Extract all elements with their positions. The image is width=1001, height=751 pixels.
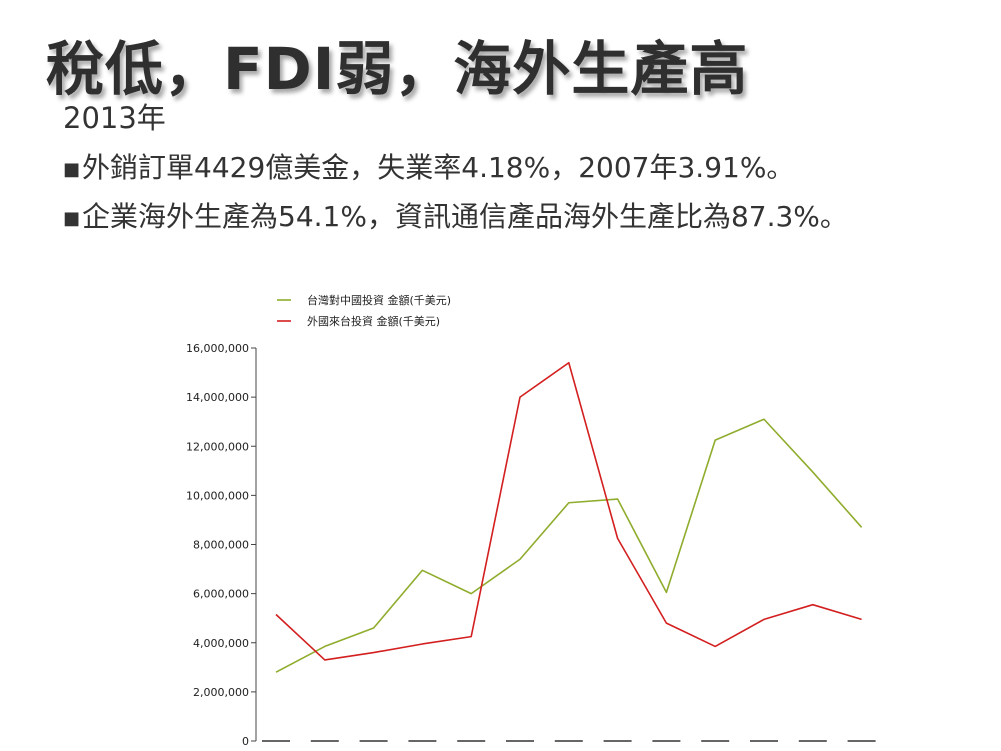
y-tick-label: 2,000,000 (193, 686, 249, 699)
series-line-1 (275, 418, 863, 673)
bullet-square-icon: ■ (63, 158, 81, 180)
y-tick-label: 8,000,000 (193, 539, 249, 552)
y-tick-label: 10,000,000 (186, 489, 249, 502)
bullet-text: 外銷訂單4429億美金，失業率4.18%，2007年3.91%。 (82, 151, 795, 184)
bullet-text: 企業海外生產為54.1%，資訊通信產品海外生產比為87.3%。 (82, 200, 848, 233)
legend-label: 台灣對中國投資 金額(千美元) (307, 293, 451, 307)
bullet-square-icon: ■ (63, 207, 81, 229)
y-tick-label: 16,000,000 (186, 342, 249, 355)
y-tick-label: 14,000,000 (186, 391, 249, 404)
legend-label: 外國來台投資 金額(千美元) (307, 314, 440, 328)
y-tick-label: 0 (242, 735, 249, 748)
series-line-2 (275, 361, 862, 661)
y-tick-label: 4,000,000 (193, 637, 249, 650)
bullet-export-orders: ■外銷訂單4429億美金，失業率4.18%，2007年3.91%。 (63, 146, 794, 186)
slide-subtitle: 2013年 (63, 101, 166, 135)
slide-title: 稅低，FDI弱，海外生產高 (46, 35, 749, 103)
y-tick-label: 6,000,000 (193, 588, 249, 601)
bullet-overseas-production: ■企業海外生產為54.1%，資訊通信產品海外生產比為87.3%。 (63, 195, 848, 235)
y-tick-label: 12,000,000 (186, 440, 249, 453)
